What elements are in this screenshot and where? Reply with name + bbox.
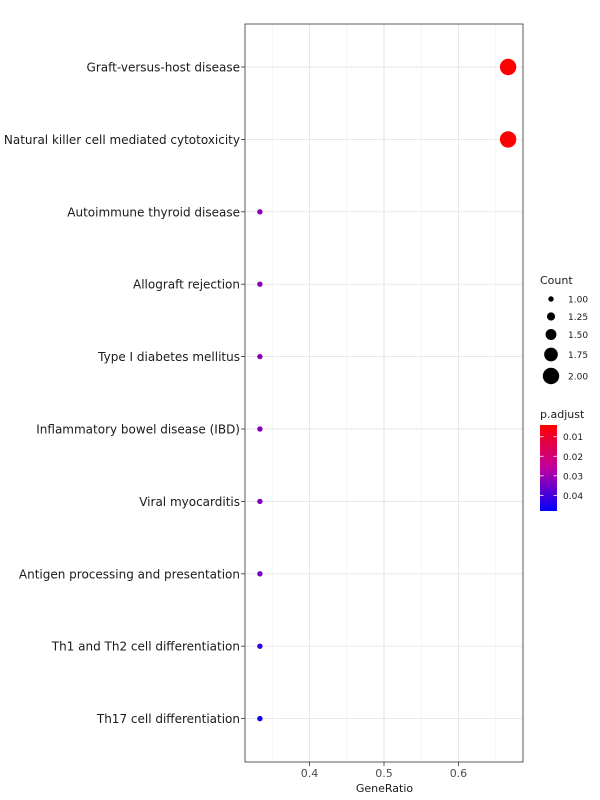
y-tick-label: Th1 and Th2 cell differentiation	[51, 640, 240, 654]
p-adjust-legend: p.adjust 0.01 0.02 0.03 0.04	[540, 408, 585, 511]
data-point	[257, 353, 263, 360]
p-adjust-legend-title: p.adjust	[540, 408, 585, 421]
data-point	[257, 715, 263, 722]
p-adjust-legend-label: 0.02	[563, 453, 583, 463]
x-tick-label: 0.6	[450, 767, 468, 780]
y-tick-label: Autoimmune thyroid disease	[67, 205, 240, 219]
x-axis-title: GeneRatio	[356, 782, 414, 795]
x-tick-label: 0.4	[301, 767, 319, 780]
y-tick-label: Inflammatory bowel disease (IBD)	[36, 423, 240, 437]
data-point	[257, 426, 263, 432]
count-legend-key	[542, 367, 560, 385]
count-legend: Count 1.00 1.25 1.50 1.75 2.00	[540, 274, 588, 385]
panel-border	[244, 23, 524, 763]
data-point	[257, 571, 263, 577]
count-legend-label: 1.25	[568, 313, 588, 323]
count-legend-title: Count	[540, 274, 573, 287]
data-point	[257, 498, 263, 505]
y-tick-label: Natural killer cell mediated cytotoxicit…	[4, 133, 240, 147]
count-legend-key	[545, 329, 557, 340]
data-point	[257, 209, 263, 215]
data-point	[257, 643, 263, 649]
count-legend-key	[544, 347, 558, 362]
y-axis: Graft-versus-host disease Natural killer …	[4, 61, 245, 726]
y-tick-label: Antigen processing and presentation	[19, 567, 240, 581]
p-adjust-legend-label: 0.03	[563, 472, 583, 482]
p-adjust-legend-label: 0.01	[563, 433, 583, 443]
count-legend-label: 2.00	[568, 373, 588, 383]
count-legend-key	[548, 296, 554, 302]
data-points	[257, 58, 517, 722]
data-point	[257, 281, 263, 287]
y-tick-label: Th17 cell differentiation	[96, 712, 240, 726]
count-legend-label: 1.50	[568, 331, 588, 341]
x-axis: GeneRatio 0.4 0.5 0.6	[301, 762, 467, 795]
p-adjust-colorbar	[540, 425, 557, 511]
y-tick-label: Allograft rejection	[133, 278, 240, 292]
grid-lines	[245, 24, 523, 762]
y-tick-label: Type I diabetes mellitus	[97, 350, 240, 364]
data-point	[499, 131, 517, 148]
count-legend-key	[546, 312, 556, 321]
y-tick-label: Graft-versus-host disease	[87, 61, 240, 75]
count-legend-label: 1.75	[568, 351, 588, 361]
y-tick-label: Viral myocarditis	[139, 495, 240, 509]
data-point	[499, 58, 517, 76]
p-adjust-legend-label: 0.04	[563, 492, 583, 502]
x-tick-label: 0.5	[375, 767, 393, 780]
count-legend-label: 1.00	[568, 296, 588, 306]
